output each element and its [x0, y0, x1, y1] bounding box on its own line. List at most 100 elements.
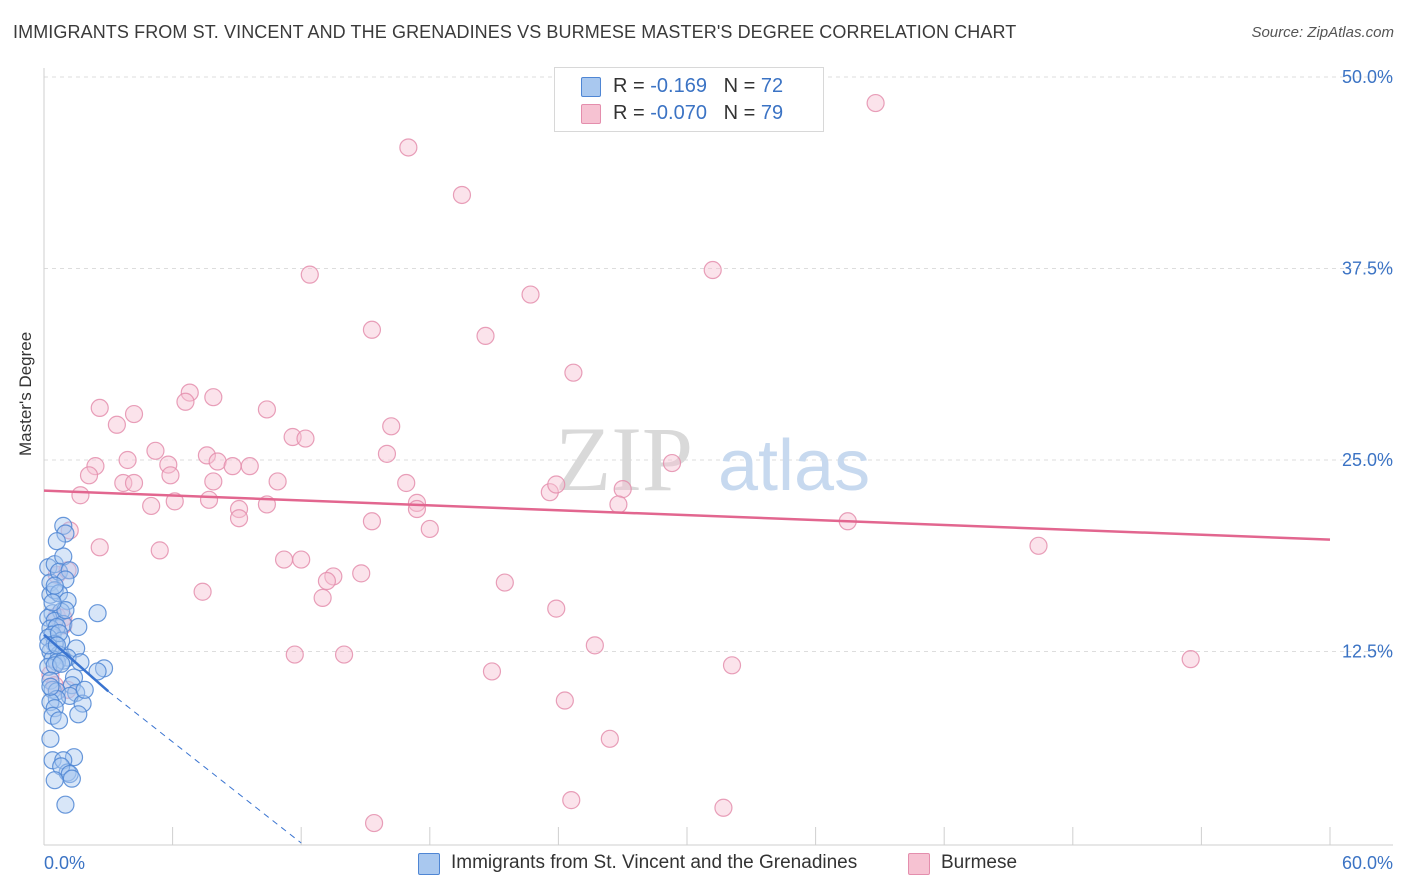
bottom-legend-swatch-pink — [908, 853, 930, 875]
pink-point — [193, 582, 212, 601]
pink-point — [118, 450, 137, 470]
y-tick-label: 37.5% — [1342, 259, 1393, 279]
blue-point — [69, 617, 88, 637]
pink-point — [362, 320, 382, 339]
pink-point — [334, 645, 354, 664]
pink-point — [722, 656, 742, 675]
pink-point — [547, 475, 566, 494]
pink-point — [613, 480, 632, 499]
blue-point — [52, 654, 71, 673]
pink-point — [382, 417, 401, 436]
chart-title: IMMIGRANTS FROM ST. VINCENT AND THE GREN… — [13, 22, 1017, 42]
tick-label-layer: 12.5% 25.0% 37.5% 50.0% 0.0% 60.0% — [44, 67, 1393, 873]
pink-point — [150, 541, 169, 560]
pink-point — [180, 383, 199, 402]
blue-point — [60, 561, 79, 580]
blue-point — [88, 662, 107, 681]
pink-point — [197, 446, 216, 465]
pink-point — [377, 444, 397, 463]
points-layer — [39, 93, 1200, 833]
legend-swatch-blue — [581, 77, 601, 97]
pink-point — [420, 519, 439, 539]
pink-point — [562, 791, 581, 810]
pink-point — [399, 138, 418, 157]
blue-point — [69, 705, 88, 724]
watermark-zip: ZIP — [555, 408, 693, 510]
pink-point — [204, 472, 223, 491]
grid-layer — [44, 76, 1393, 652]
blue-point — [73, 694, 92, 713]
pink-point — [1181, 650, 1200, 669]
bottom-legend-label-pink: Burmese — [941, 852, 1018, 873]
pink-point — [397, 473, 416, 493]
pink-point — [703, 260, 722, 280]
blue-point — [43, 593, 62, 612]
pink-point — [313, 588, 332, 607]
pink-point — [300, 265, 319, 284]
y-tick-label: 12.5% — [1342, 642, 1393, 662]
pink-point — [564, 363, 583, 382]
pink-point — [555, 691, 574, 710]
pink-point — [86, 457, 105, 476]
legend-swatch-pink — [581, 104, 601, 124]
pink-point — [482, 662, 502, 681]
pink-point — [208, 452, 227, 471]
pink-point — [585, 636, 604, 655]
blue-point — [49, 711, 69, 730]
pink-point — [223, 457, 242, 476]
pink-point — [240, 457, 259, 476]
blue-point — [56, 795, 75, 814]
pink-point — [364, 813, 384, 833]
pink-point — [866, 93, 885, 113]
pink-point — [285, 645, 304, 664]
blue-point — [43, 706, 62, 725]
pink-point — [142, 496, 161, 516]
source-credit: Source: ZipAtlas.com — [1251, 24, 1394, 41]
pink-point — [317, 571, 337, 591]
pink-point — [495, 573, 514, 592]
watermark-atlas: atlas — [718, 426, 870, 506]
pink-point — [124, 404, 144, 424]
blue-point — [47, 532, 66, 551]
pink-point — [662, 453, 682, 473]
pink-point — [229, 499, 249, 519]
blue-trend-extension — [107, 690, 302, 844]
blue-point — [45, 576, 64, 595]
watermark: ZIP atlas — [555, 408, 870, 510]
pink-point — [292, 550, 311, 569]
pink-point — [407, 499, 427, 519]
bottom-legend-swatch-blue — [418, 853, 440, 875]
stats-legend: R = -0.169 N = 72 R = -0.070 N = 79 — [554, 67, 824, 132]
pink-point — [176, 392, 195, 411]
pink-point — [600, 729, 619, 748]
pink-point — [71, 486, 90, 505]
blue-point — [75, 680, 94, 699]
pink-point — [407, 493, 427, 512]
pink-point — [476, 326, 495, 346]
bottom-legend-label-blue: Immigrants from St. Vincent and the Gren… — [451, 852, 858, 873]
pink-point — [362, 512, 382, 531]
pink-point — [324, 567, 343, 586]
pink-point — [165, 492, 184, 511]
pink-point — [521, 285, 540, 304]
pink-point — [452, 185, 472, 205]
pink-point — [124, 473, 144, 493]
pink-point — [547, 599, 566, 618]
blue-trend-line — [43, 633, 110, 693]
pink-point — [79, 466, 99, 485]
legend-text-pink: R = -0.070 N = 79 — [613, 102, 784, 124]
pink-point — [609, 495, 628, 514]
x-tick-label-min: 0.0% — [44, 853, 85, 873]
pink-point — [229, 509, 249, 528]
pink-point — [257, 400, 277, 419]
pink-point — [268, 472, 287, 491]
y-tick-label: 25.0% — [1342, 450, 1393, 470]
pink-point — [352, 564, 371, 583]
pink-point — [714, 798, 733, 817]
y-axis-label: Master's Degree — [16, 331, 35, 456]
blue-point — [41, 729, 60, 748]
blue-point — [41, 677, 60, 696]
pink-point — [161, 466, 180, 485]
pink-point — [146, 441, 165, 460]
